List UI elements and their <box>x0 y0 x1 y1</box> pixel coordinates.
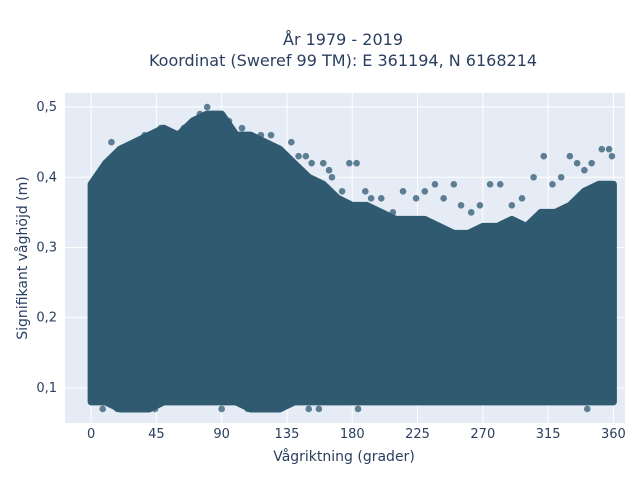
chart-title-line-2: Koordinat (Sweref 99 TM): E 361194, N 61… <box>149 51 537 70</box>
scatter-point <box>608 152 616 160</box>
y-tick-label: 0,5 <box>36 100 57 115</box>
x-tick-label: 270 <box>470 427 495 442</box>
scatter-point <box>486 180 494 188</box>
y-tick-label: 0,4 <box>36 170 57 185</box>
scatter-point <box>225 117 233 125</box>
scatter-point <box>157 124 165 132</box>
y-tick-label: 0,1 <box>36 381 57 396</box>
scatter-point <box>288 138 295 146</box>
scatter-point <box>605 145 613 153</box>
scatter-point <box>189 117 196 125</box>
y-tick-label: 0,3 <box>36 240 57 255</box>
scatter-point <box>108 138 115 146</box>
scatter-point <box>377 195 385 202</box>
scatter-point <box>518 195 526 202</box>
scatter-point <box>171 145 179 153</box>
scatter-point <box>102 159 109 167</box>
scatter-point <box>151 405 159 413</box>
scatter-point <box>530 173 537 181</box>
scatter-point <box>238 124 246 132</box>
scatter-point <box>135 138 143 146</box>
scatter-point <box>476 202 484 209</box>
scatter-point <box>566 152 574 160</box>
x-tick-label: 90 <box>213 427 230 442</box>
outlier-points <box>90 103 616 413</box>
scatter-point <box>508 202 516 209</box>
y-axis-ticks: 0,1 0,2 0,3 0,4 0,5 <box>36 100 57 396</box>
scatter-point <box>308 159 315 167</box>
y-axis-label: Signifikant våghöjd (m) <box>14 176 31 339</box>
scatter-point <box>353 159 360 167</box>
chart-title-line-1: År 1979 - 2019 <box>283 30 403 49</box>
scatter-point <box>367 195 375 202</box>
scatter-point <box>196 110 204 118</box>
scatter-point <box>412 195 420 202</box>
scatter-point <box>540 152 548 160</box>
x-tick-label: 360 <box>601 427 626 442</box>
scatter-point <box>212 110 220 118</box>
x-axis-label: Vågriktning (grader) <box>273 448 415 465</box>
scatter-point <box>203 103 211 111</box>
scatter-point <box>557 173 565 181</box>
scatter-point <box>346 159 353 167</box>
x-axis-ticks: 0 45 90 135 180 225 270 315 360 <box>87 427 626 442</box>
scatter-point <box>99 405 107 413</box>
scatter-point <box>598 145 606 153</box>
scatter-point <box>389 209 397 216</box>
scatter-point <box>113 405 121 413</box>
scatter-point <box>302 152 310 160</box>
scatter-point-cloud <box>87 110 617 413</box>
scatter-point <box>440 195 447 202</box>
scatter-point <box>141 131 149 139</box>
scatter-point <box>450 180 458 188</box>
scatter-point <box>267 131 275 139</box>
scatter-point <box>583 405 591 413</box>
x-tick-label: 315 <box>536 427 561 442</box>
scatter-point <box>257 131 265 139</box>
scatter-point <box>467 209 475 216</box>
scatter-point <box>244 405 252 413</box>
scatter-point <box>273 405 281 413</box>
scatter-point <box>496 180 504 188</box>
scatter-point <box>140 405 147 413</box>
scatter-point <box>295 152 302 160</box>
scatter-point <box>338 187 346 195</box>
scatter-point <box>457 202 465 209</box>
x-tick-label: 45 <box>148 427 165 442</box>
scatter-point <box>325 166 333 174</box>
scatter-point <box>588 159 595 167</box>
scatter-point <box>305 405 313 413</box>
x-tick-label: 225 <box>405 427 430 442</box>
x-tick-label: 135 <box>275 427 300 442</box>
x-tick-label: 0 <box>87 427 95 442</box>
scatter-point <box>549 180 556 188</box>
y-tick-label: 0,2 <box>36 311 57 326</box>
scatter-density-layer <box>87 110 617 413</box>
scatter-point <box>354 405 362 413</box>
scatter-point <box>218 405 225 413</box>
scatter-point <box>261 405 269 413</box>
scatter-point <box>421 187 429 195</box>
x-tick-label: 180 <box>340 427 365 442</box>
scatter-point <box>126 145 134 153</box>
scatter-point <box>328 173 336 181</box>
scatter-point <box>315 405 323 413</box>
scatter-point <box>118 152 125 160</box>
scatter-point <box>581 166 588 174</box>
scatter-point <box>362 187 369 195</box>
scatter-point <box>399 187 407 195</box>
scatter-point <box>431 180 439 188</box>
scatter-point <box>319 159 327 167</box>
scatter-point <box>180 124 188 132</box>
scatter-point <box>90 391 98 399</box>
scatter-point <box>95 173 102 181</box>
scatter-point <box>573 159 581 167</box>
